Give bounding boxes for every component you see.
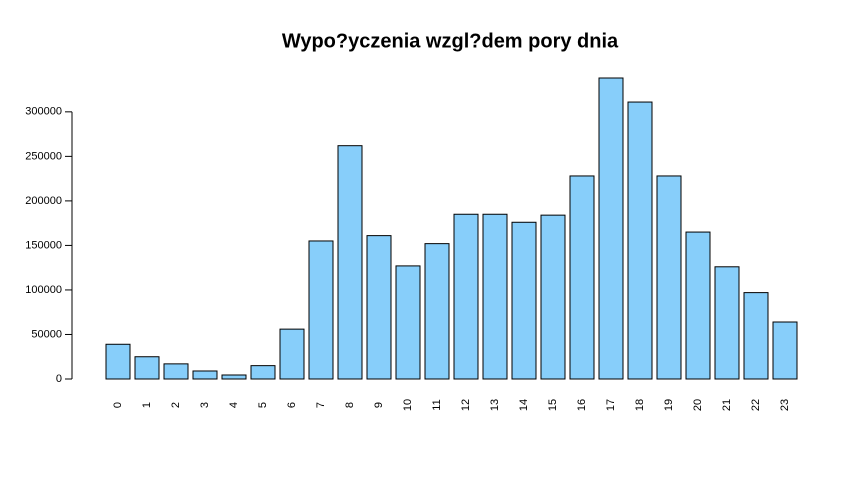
x-tick-label: 17 <box>605 399 617 411</box>
bar <box>279 328 305 380</box>
x-tick-label: 1 <box>141 402 153 408</box>
x-tick-label: 15 <box>547 399 559 411</box>
x-tick-label: 21 <box>721 399 733 411</box>
chart-title: Wypo?yczenia wzgl?dem pory dnia <box>282 30 619 52</box>
y-tick-label: 150000 <box>25 239 62 251</box>
bar <box>221 374 247 380</box>
bar <box>482 213 508 380</box>
y-tick-label: 250000 <box>25 150 62 162</box>
bar <box>337 145 363 380</box>
bar <box>105 343 131 380</box>
y-tick-label: 100000 <box>25 284 62 296</box>
x-tick-label: 16 <box>576 399 588 411</box>
bar <box>424 243 450 380</box>
bar <box>250 365 276 380</box>
bar <box>743 292 769 380</box>
bar <box>163 363 189 380</box>
x-tick-label: 22 <box>750 399 762 411</box>
x-tick-label: 10 <box>402 399 414 411</box>
x-tick-label: 14 <box>518 399 530 411</box>
x-tick-label: 3 <box>199 402 211 408</box>
bar <box>540 214 566 380</box>
bar <box>453 213 479 380</box>
x-tick-label: 6 <box>286 402 298 408</box>
bar <box>598 77 624 380</box>
bar <box>308 240 334 380</box>
x-tick-label: 19 <box>663 399 675 411</box>
bar <box>192 370 218 380</box>
bar <box>772 321 798 380</box>
y-tick-label: 300000 <box>25 106 62 118</box>
y-tick-label: 0 <box>56 373 62 385</box>
bar <box>569 175 595 380</box>
x-tick-label: 0 <box>112 402 124 408</box>
x-tick-label: 20 <box>692 399 704 411</box>
x-tick-label: 2 <box>170 402 182 408</box>
x-tick-label: 9 <box>373 402 385 408</box>
x-tick-label: 23 <box>779 399 791 411</box>
bar <box>511 221 537 380</box>
x-tick-label: 12 <box>460 399 472 411</box>
y-tick-label: 50000 <box>31 328 62 340</box>
bar <box>366 235 392 380</box>
bar <box>714 266 740 380</box>
bar <box>395 265 421 380</box>
x-tick-label: 4 <box>228 402 240 408</box>
y-tick-label: 200000 <box>25 195 62 207</box>
x-tick-label: 8 <box>344 402 356 408</box>
x-tick-label: 13 <box>489 399 501 411</box>
x-tick-label: 7 <box>315 402 327 408</box>
bar <box>656 175 682 380</box>
bar <box>134 356 160 380</box>
bar <box>685 231 711 380</box>
x-tick-label: 18 <box>634 399 646 411</box>
x-tick-label: 5 <box>257 402 269 408</box>
x-tick-label: 11 <box>431 399 443 410</box>
bar <box>627 101 653 380</box>
